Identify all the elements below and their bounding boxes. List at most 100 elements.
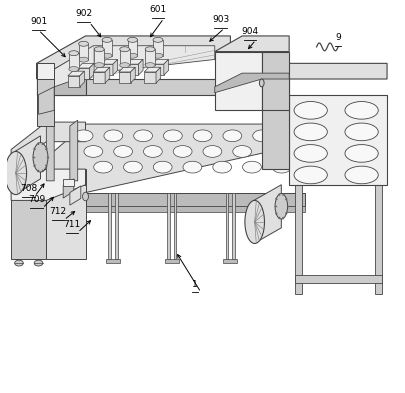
Ellipse shape bbox=[259, 79, 263, 87]
Ellipse shape bbox=[94, 47, 104, 52]
Text: 708: 708 bbox=[20, 184, 37, 193]
Ellipse shape bbox=[34, 260, 43, 266]
Polygon shape bbox=[102, 40, 112, 56]
Polygon shape bbox=[374, 185, 382, 294]
Ellipse shape bbox=[79, 57, 88, 62]
Polygon shape bbox=[63, 179, 74, 198]
Polygon shape bbox=[46, 185, 85, 259]
Polygon shape bbox=[106, 259, 120, 263]
Polygon shape bbox=[214, 36, 288, 51]
Ellipse shape bbox=[344, 166, 377, 184]
Polygon shape bbox=[77, 63, 94, 68]
Polygon shape bbox=[36, 63, 54, 79]
Ellipse shape bbox=[123, 161, 142, 173]
Polygon shape bbox=[173, 193, 176, 259]
Polygon shape bbox=[11, 169, 85, 185]
Polygon shape bbox=[63, 179, 74, 185]
Polygon shape bbox=[130, 67, 135, 83]
Polygon shape bbox=[223, 259, 237, 263]
Ellipse shape bbox=[84, 145, 102, 157]
Polygon shape bbox=[29, 124, 304, 193]
Polygon shape bbox=[79, 71, 84, 87]
Ellipse shape bbox=[79, 41, 88, 46]
Polygon shape bbox=[152, 64, 164, 75]
Ellipse shape bbox=[262, 145, 281, 157]
Polygon shape bbox=[93, 72, 105, 83]
Polygon shape bbox=[119, 67, 135, 72]
Polygon shape bbox=[36, 79, 85, 95]
Ellipse shape bbox=[222, 130, 241, 141]
Polygon shape bbox=[93, 67, 109, 72]
Polygon shape bbox=[126, 64, 138, 75]
Polygon shape bbox=[29, 206, 304, 212]
Ellipse shape bbox=[232, 145, 251, 157]
Polygon shape bbox=[127, 40, 137, 56]
Polygon shape bbox=[36, 36, 230, 79]
Polygon shape bbox=[89, 63, 94, 79]
Polygon shape bbox=[119, 49, 129, 65]
Polygon shape bbox=[126, 59, 143, 64]
Ellipse shape bbox=[293, 145, 326, 162]
Polygon shape bbox=[294, 185, 301, 294]
Ellipse shape bbox=[344, 123, 377, 141]
Text: 601: 601 bbox=[149, 6, 166, 15]
Polygon shape bbox=[15, 136, 40, 195]
Ellipse shape bbox=[293, 101, 326, 119]
Polygon shape bbox=[36, 79, 54, 126]
Text: 709: 709 bbox=[28, 195, 45, 204]
Ellipse shape bbox=[344, 101, 377, 119]
Ellipse shape bbox=[193, 130, 211, 141]
Polygon shape bbox=[166, 193, 169, 259]
Polygon shape bbox=[156, 67, 160, 83]
Ellipse shape bbox=[163, 130, 182, 141]
Polygon shape bbox=[11, 169, 46, 185]
Text: 9: 9 bbox=[335, 33, 340, 42]
Polygon shape bbox=[214, 51, 261, 110]
Ellipse shape bbox=[119, 47, 129, 52]
Ellipse shape bbox=[293, 166, 326, 184]
Ellipse shape bbox=[274, 194, 287, 219]
Polygon shape bbox=[261, 63, 386, 79]
Ellipse shape bbox=[202, 145, 221, 157]
Polygon shape bbox=[29, 193, 85, 206]
Polygon shape bbox=[11, 169, 85, 200]
Polygon shape bbox=[108, 193, 111, 259]
Ellipse shape bbox=[212, 161, 231, 173]
Polygon shape bbox=[145, 49, 155, 65]
Ellipse shape bbox=[293, 123, 326, 141]
Polygon shape bbox=[144, 67, 160, 72]
Text: 903: 903 bbox=[211, 15, 229, 24]
Polygon shape bbox=[164, 259, 178, 263]
Ellipse shape bbox=[145, 62, 155, 68]
Ellipse shape bbox=[153, 53, 162, 58]
Polygon shape bbox=[70, 120, 77, 181]
Ellipse shape bbox=[94, 62, 104, 68]
Polygon shape bbox=[11, 185, 46, 259]
Ellipse shape bbox=[127, 37, 137, 42]
Ellipse shape bbox=[145, 47, 155, 52]
Ellipse shape bbox=[69, 51, 79, 56]
Ellipse shape bbox=[153, 161, 172, 173]
Polygon shape bbox=[68, 76, 79, 87]
Polygon shape bbox=[54, 46, 214, 87]
Ellipse shape bbox=[119, 62, 129, 68]
Ellipse shape bbox=[15, 260, 23, 266]
Polygon shape bbox=[79, 44, 88, 60]
Ellipse shape bbox=[143, 145, 162, 157]
Ellipse shape bbox=[94, 161, 112, 173]
Polygon shape bbox=[38, 87, 54, 114]
Polygon shape bbox=[144, 72, 156, 83]
Polygon shape bbox=[164, 59, 168, 75]
Ellipse shape bbox=[173, 145, 192, 157]
Ellipse shape bbox=[153, 37, 162, 42]
Ellipse shape bbox=[102, 53, 112, 58]
Ellipse shape bbox=[69, 66, 79, 72]
Polygon shape bbox=[11, 122, 85, 169]
Polygon shape bbox=[232, 193, 234, 259]
Ellipse shape bbox=[102, 37, 112, 42]
Text: 1: 1 bbox=[192, 279, 198, 288]
Polygon shape bbox=[294, 275, 382, 283]
Text: 901: 901 bbox=[30, 17, 47, 26]
Polygon shape bbox=[101, 59, 117, 64]
Ellipse shape bbox=[74, 130, 93, 141]
